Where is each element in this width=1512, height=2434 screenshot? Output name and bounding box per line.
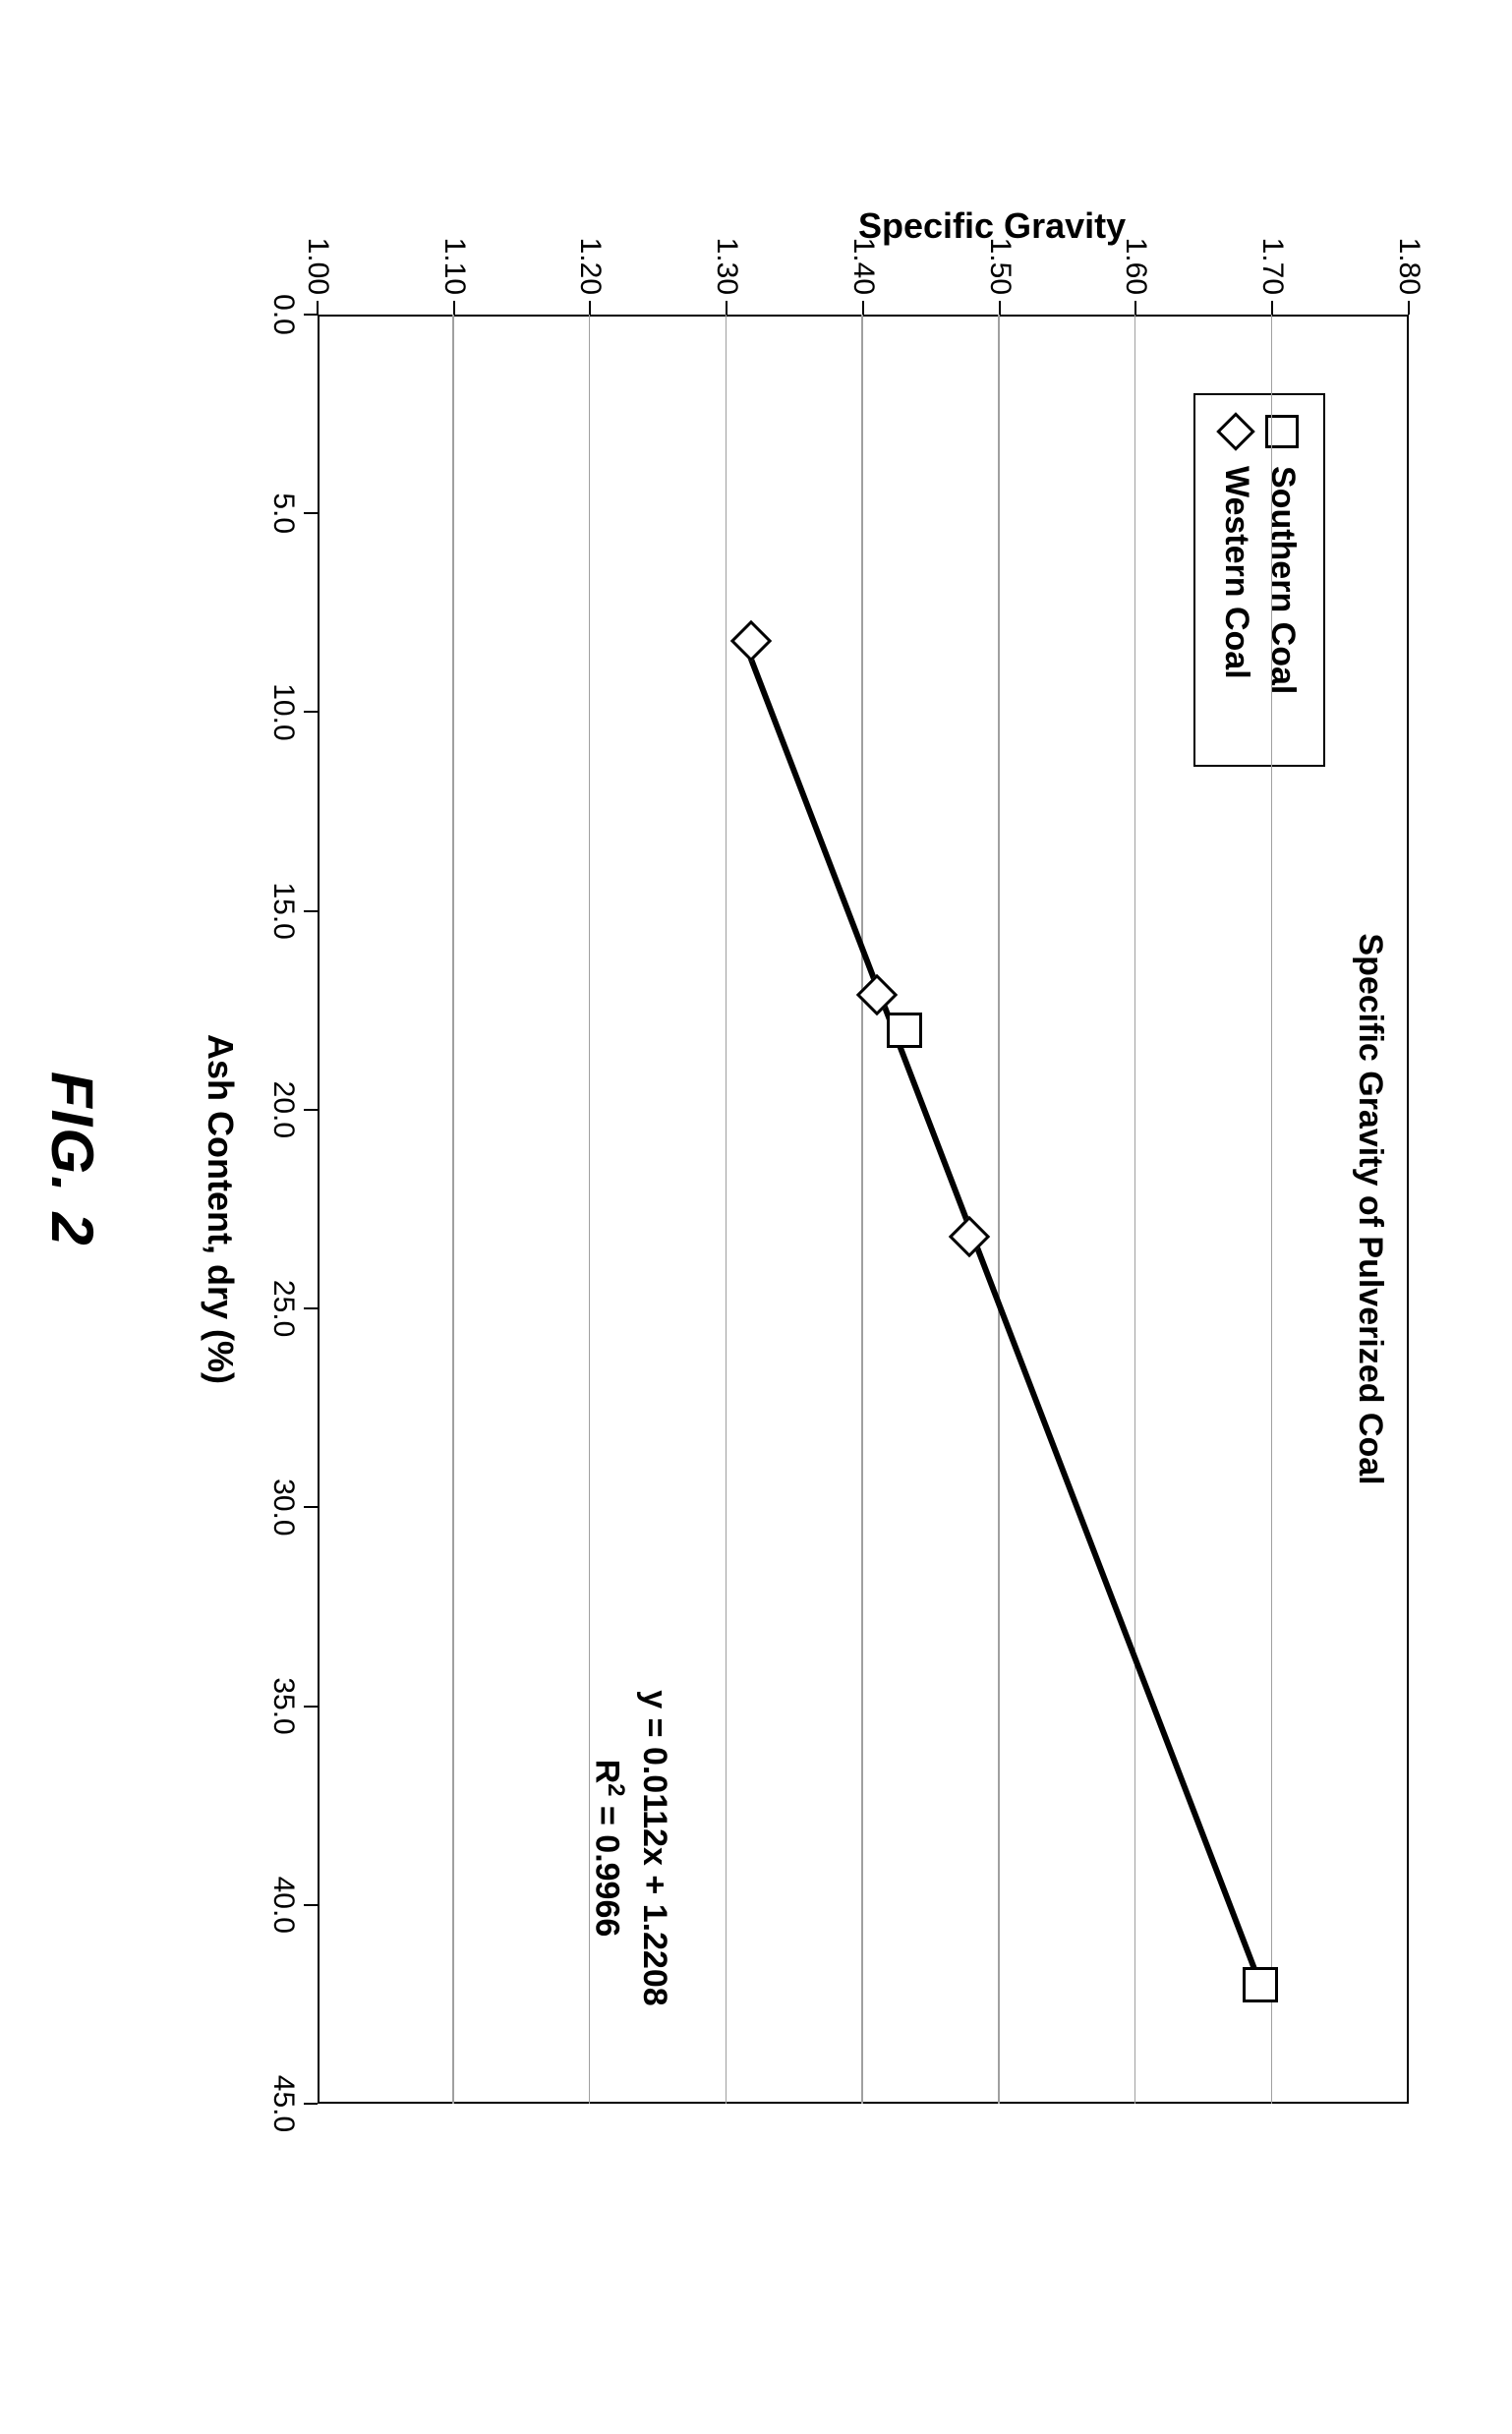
rotated-canvas: Specific Gravity of Pulverized Coal Spec… — [0, 0, 1512, 2434]
trendline — [744, 641, 1260, 1985]
trendline-svg — [0, 0, 1512, 2434]
series-marker — [1243, 1967, 1278, 2002]
page: Specific Gravity of Pulverized Coal Spec… — [0, 0, 1512, 2434]
series-marker — [887, 1013, 922, 1048]
